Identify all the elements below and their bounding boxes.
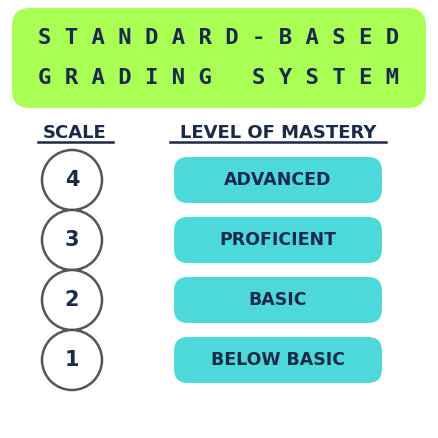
Text: S T A N D A R D - B A S E D: S T A N D A R D - B A S E D [39, 28, 399, 48]
Text: BELOW BASIC: BELOW BASIC [211, 351, 345, 369]
Text: 2: 2 [65, 290, 79, 310]
FancyBboxPatch shape [174, 337, 382, 383]
FancyBboxPatch shape [174, 217, 382, 263]
Text: ADVANCED: ADVANCED [224, 171, 332, 189]
Text: SCALE: SCALE [43, 124, 107, 142]
Text: 4: 4 [65, 170, 79, 190]
Text: BASIC: BASIC [249, 291, 307, 309]
FancyBboxPatch shape [174, 157, 382, 203]
Text: G R A D I N G   S Y S T E M: G R A D I N G S Y S T E M [39, 68, 399, 88]
Text: 1: 1 [65, 350, 79, 370]
Circle shape [42, 270, 102, 330]
Text: 3: 3 [65, 230, 79, 250]
Circle shape [42, 210, 102, 270]
Text: LEVEL OF MASTERY: LEVEL OF MASTERY [180, 124, 376, 142]
Circle shape [42, 330, 102, 390]
Text: PROFICIENT: PROFICIENT [219, 231, 336, 249]
Circle shape [42, 150, 102, 210]
FancyBboxPatch shape [174, 277, 382, 323]
FancyBboxPatch shape [12, 8, 426, 108]
